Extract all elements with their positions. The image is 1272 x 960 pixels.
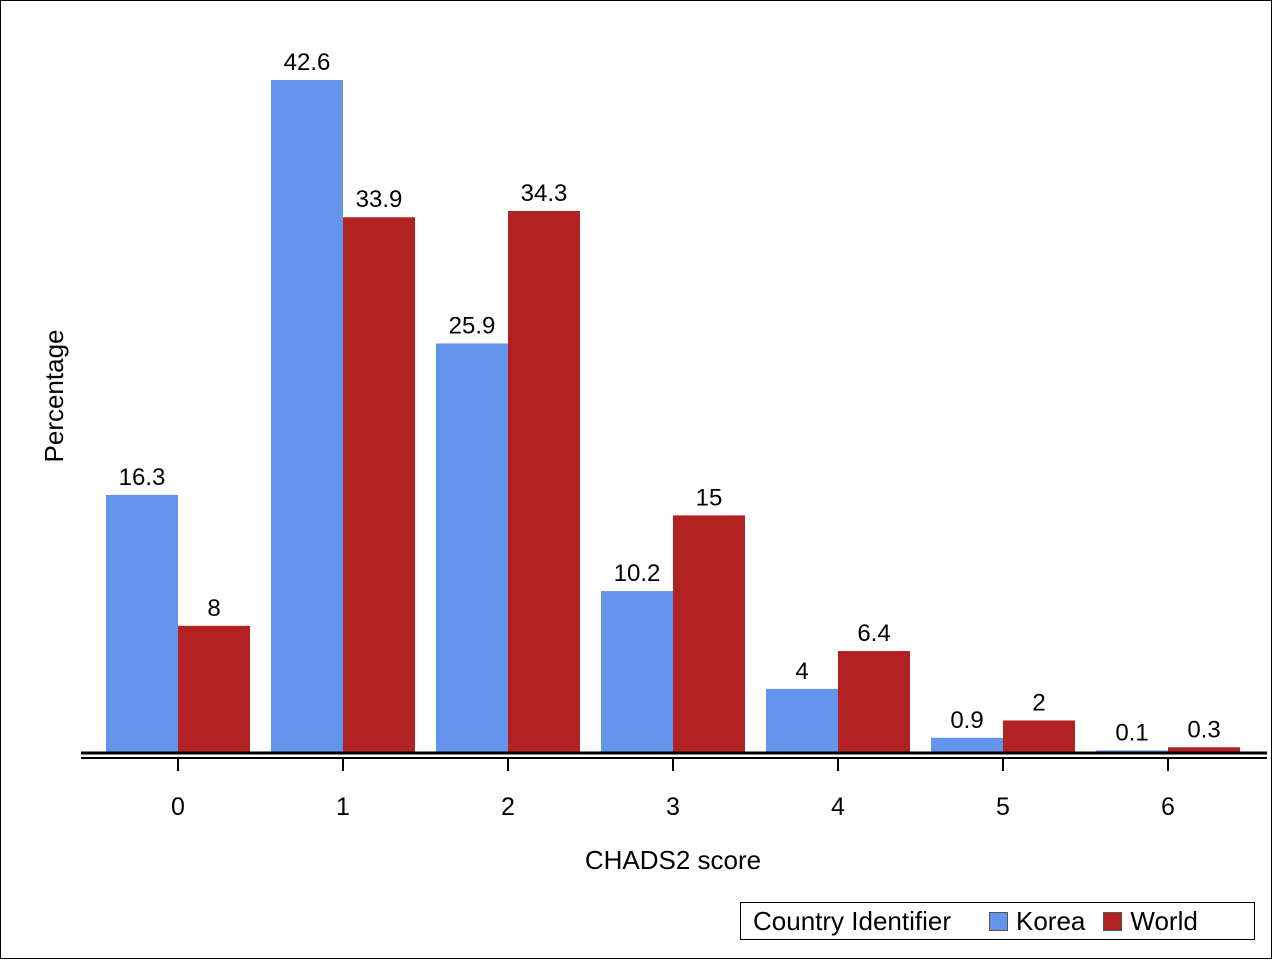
- x-ticks-group: 0 1 2 3 4 5 6: [171, 759, 1175, 821]
- bar-korea-6: [1096, 750, 1168, 752]
- x-tick-label-0: 0: [171, 793, 185, 821]
- legend-title: Country Identifier: [753, 905, 951, 936]
- data-label-world-1: 33.9: [356, 186, 403, 213]
- x-tick-label-4: 4: [831, 793, 845, 821]
- bar-korea-1: [271, 80, 343, 752]
- legend-label-korea: Korea: [1015, 905, 1086, 936]
- bar-world-0: [178, 625, 250, 752]
- bar-world-3: [673, 515, 745, 752]
- bar-world-5: [1003, 720, 1075, 752]
- data-label-world-2: 34.3: [521, 180, 568, 207]
- data-label-world-6: 0.3: [1187, 716, 1220, 743]
- data-label-korea-1: 42.6: [284, 49, 331, 76]
- data-label-korea-3: 10.2: [614, 560, 661, 587]
- legend: Country Identifier Korea World: [740, 902, 1255, 940]
- data-label-korea-0: 16.3: [119, 464, 166, 491]
- bar-korea-5: [931, 737, 1003, 752]
- data-labels-group: 16.3 8 42.6 33.9 25.9 34.3 10.2 15 4 6.4 0.9 2 0.1 0.…: [119, 49, 1221, 746]
- bar-world-6: [1168, 747, 1240, 752]
- bar-korea-3: [601, 591, 673, 752]
- legend-swatch-world: [1103, 911, 1123, 931]
- data-label-world-0: 8: [207, 595, 220, 622]
- data-label-korea-4: 4: [795, 658, 808, 685]
- x-tick-label-1: 1: [336, 793, 350, 821]
- x-axis-label: CHADS2 score: [585, 845, 761, 875]
- x-tick-label-3: 3: [666, 793, 680, 821]
- data-label-korea-5: 0.9: [950, 707, 983, 734]
- bar-world-2: [508, 210, 580, 753]
- data-label-korea-2: 25.9: [449, 312, 496, 339]
- x-tick-label-5: 5: [996, 793, 1010, 821]
- x-tick-label-6: 6: [1161, 793, 1175, 821]
- bar-korea-0: [106, 494, 178, 752]
- legend-label-world: World: [1130, 905, 1198, 936]
- bar-korea-4: [766, 688, 838, 752]
- data-label-world-4: 6.4: [857, 620, 890, 647]
- data-label-world-5: 2: [1032, 689, 1045, 716]
- bar-world-4: [838, 651, 910, 752]
- data-label-korea-6: 0.1: [1115, 719, 1148, 746]
- bar-korea-2: [436, 343, 508, 752]
- data-label-world-3: 15: [696, 484, 723, 511]
- legend-swatch-korea: [988, 911, 1008, 931]
- y-axis-label: Percentage: [39, 330, 69, 463]
- x-tick-label-2: 2: [501, 793, 515, 821]
- bars-group: [106, 80, 1240, 753]
- bar-world-1: [343, 217, 415, 752]
